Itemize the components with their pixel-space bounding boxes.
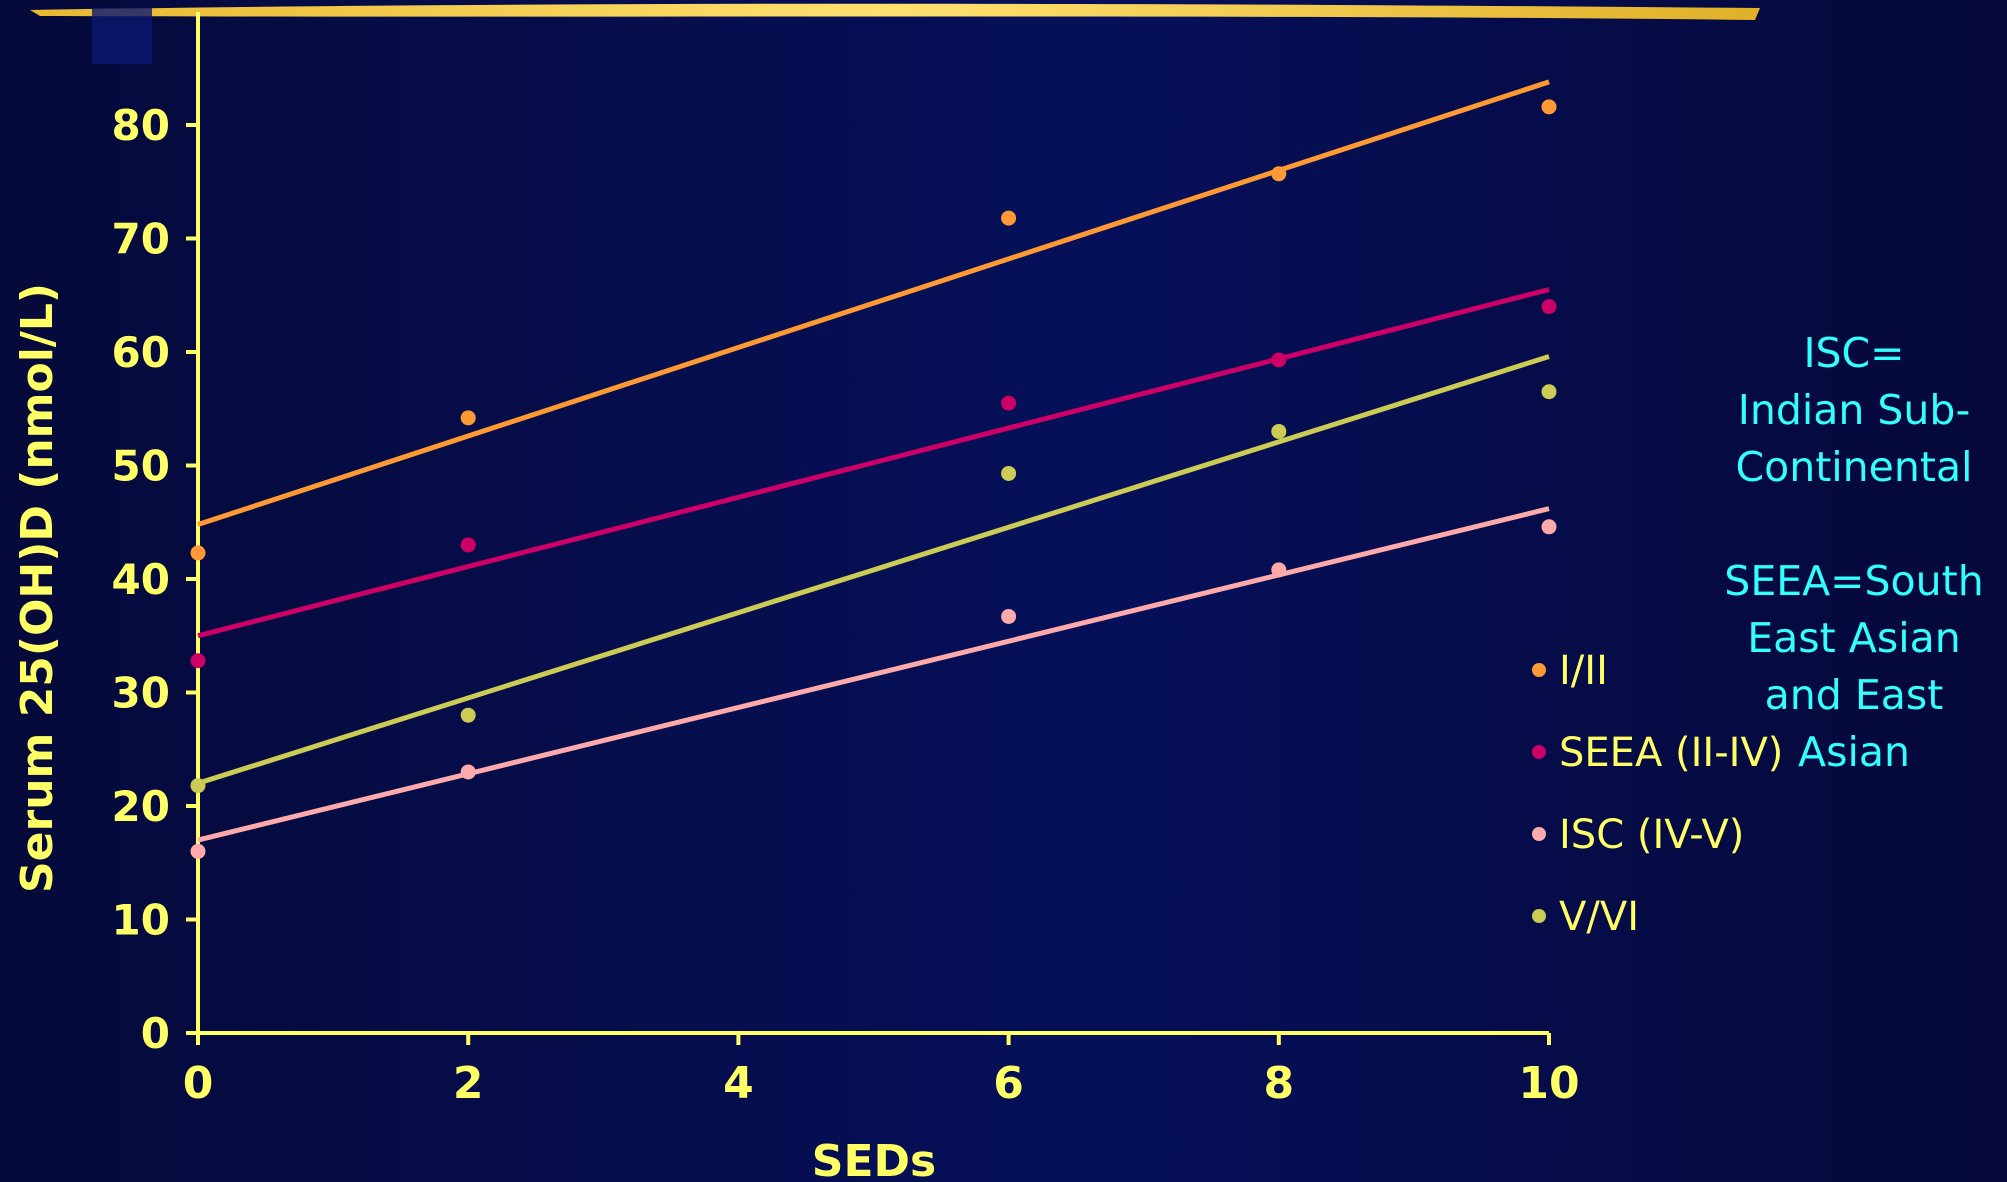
data-point xyxy=(1271,166,1287,182)
decorative-gold-bar xyxy=(30,3,1760,21)
data-point xyxy=(190,778,206,794)
x-tick-label: 4 xyxy=(723,1058,754,1109)
legend-marker xyxy=(1532,827,1546,841)
x-tick-label: 8 xyxy=(1263,1058,1294,1109)
data-point xyxy=(1001,465,1017,481)
legend-label: ISC (IV-V) xyxy=(1559,812,1744,858)
y-tick-label: 10 xyxy=(112,896,170,945)
data-point xyxy=(1001,210,1017,226)
y-tick-label: 0 xyxy=(141,1009,170,1058)
y-tick-label: 40 xyxy=(112,555,170,604)
y-tick-label: 80 xyxy=(112,101,170,150)
trendline xyxy=(197,506,1550,843)
data-point xyxy=(1271,352,1287,368)
note-line: East Asian xyxy=(1747,614,1960,662)
data-point xyxy=(1541,384,1557,400)
legend-marker xyxy=(1532,745,1546,759)
data-point xyxy=(190,545,206,561)
x-tick-label: 10 xyxy=(1518,1058,1579,1109)
legend-label: V/VI xyxy=(1559,894,1639,940)
data-point xyxy=(460,764,476,780)
y-tick-label: 30 xyxy=(112,669,170,718)
x-tick-label: 6 xyxy=(993,1058,1024,1109)
trendline xyxy=(197,287,1550,639)
data-point xyxy=(1541,519,1557,535)
note-line: Continental xyxy=(1736,443,1973,491)
x-axis-title: SEDs xyxy=(812,1136,936,1182)
legend-label: I/II xyxy=(1559,648,1608,694)
x-tick-label: 0 xyxy=(183,1058,214,1109)
data-point xyxy=(190,843,206,859)
decorative-square xyxy=(92,8,152,64)
note-line: SEEA=South xyxy=(1724,557,1983,605)
data-point xyxy=(460,707,476,723)
y-tick-label: 50 xyxy=(112,442,170,491)
legend-label: SEEA (II-IV) xyxy=(1559,730,1783,776)
trendline xyxy=(197,79,1550,527)
legend: I/II SEEA (II-IV) ISC (IV-V) V/VI xyxy=(1532,648,1783,940)
note-line: and East xyxy=(1765,671,1944,719)
data-point xyxy=(190,653,206,669)
y-tick-label: 60 xyxy=(112,328,170,377)
data-point xyxy=(1001,608,1017,624)
y-tick-label: 70 xyxy=(112,215,170,264)
data-point xyxy=(1271,423,1287,439)
legend-marker xyxy=(1532,909,1546,923)
note-line: Asian xyxy=(1798,728,1910,776)
note-line: Indian Sub- xyxy=(1738,386,1970,434)
x-tick-label: 2 xyxy=(453,1058,484,1109)
data-point xyxy=(460,410,476,426)
plot-area: 0 10 20 30 40 50 60 70 80 0 2 4 6 8 10 xyxy=(112,12,1580,1109)
y-axis-title: Serum 25(OH)D (nmol/L) xyxy=(12,283,63,893)
data-point xyxy=(1271,562,1287,578)
data-point xyxy=(1541,99,1557,115)
trendline xyxy=(197,354,1550,786)
data-point xyxy=(1001,395,1017,411)
abbreviation-note: ISC= Indian Sub- Continental SEEA=South East… xyxy=(1724,329,1983,776)
legend-marker xyxy=(1532,663,1546,677)
note-line: ISC= xyxy=(1803,329,1904,377)
y-tick-label: 20 xyxy=(112,782,170,831)
data-point xyxy=(460,537,476,553)
data-point xyxy=(1541,299,1557,315)
